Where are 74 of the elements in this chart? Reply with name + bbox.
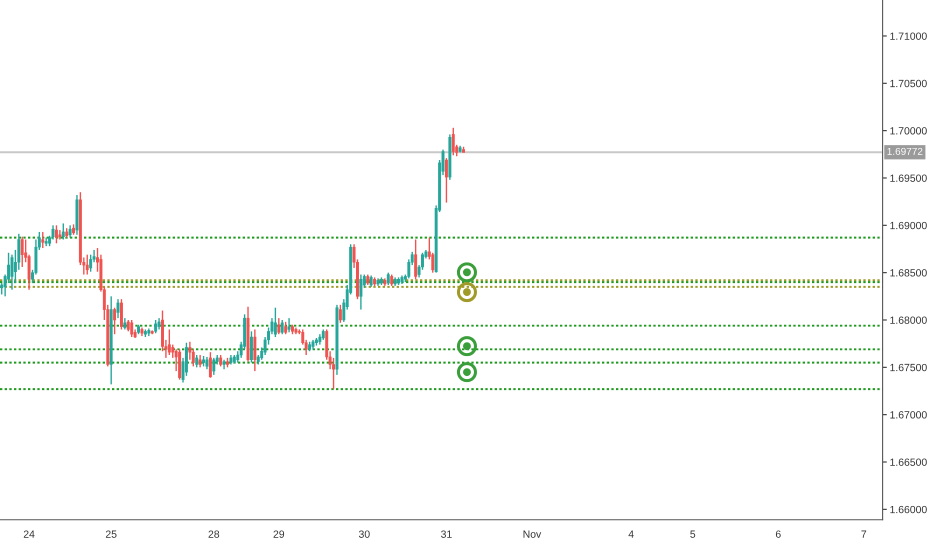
candlestick [168,328,171,356]
x-tick-label: 6 [776,530,781,538]
candlestick [284,321,288,335]
candlestick [89,254,92,272]
candlestick [54,224,58,244]
y-tick-label: 1.69500 [890,174,927,182]
candlestick [68,224,72,238]
candlestick [390,274,394,287]
candlestick [250,330,253,364]
candlestick [444,157,448,204]
candlestick [72,224,76,236]
x-tick-label: 28 [208,530,220,538]
x-tick-label: 30 [358,530,370,538]
x-tick-label: 4 [628,530,634,538]
y-tick-label: 1.68500 [890,269,927,277]
candlestick [274,306,277,338]
y-tick-label: 1.70500 [890,80,927,88]
candlestick [130,319,134,338]
candlestick [288,317,291,333]
y-tick-label: 1.70000 [890,127,927,135]
candlestick [20,236,24,268]
candlestick [291,324,294,335]
candlestick [277,317,280,335]
x-tick-label: 7 [861,530,866,538]
candlestick [154,319,158,334]
candlestick [366,274,370,286]
candlestick [338,304,342,324]
candlestick [322,328,325,341]
x-tick-label: 5 [690,530,696,538]
candlestick [359,274,362,310]
y-tick-label: 1.67500 [890,364,927,372]
ref-line-label: 1.69772 [888,148,922,155]
candlestick [113,306,116,335]
candlestick [195,354,198,368]
candlestick [219,354,222,368]
candlestick [120,298,123,330]
candlestick [198,354,202,368]
candlestick [414,238,418,280]
candlestick [253,328,256,372]
candlestick [452,127,455,156]
y-tick-label: 1.71000 [890,32,927,40]
candlestick [212,357,216,376]
candlestick [318,334,322,346]
candlestick [58,229,62,240]
candlestick [226,357,229,368]
x-tick-label: 31 [441,530,452,538]
y-tick-label: 1.67000 [890,411,927,419]
candlestick [137,324,140,335]
candlestick [312,339,314,350]
candlestick [280,319,284,335]
candlestick [116,298,120,319]
candlestick [229,354,232,366]
candlestick [62,222,65,240]
y-tick-label: 1.66000 [890,506,927,514]
candlestick [222,359,226,370]
candlestick [158,317,161,330]
candlestick [386,272,390,286]
candlestick [208,351,212,378]
candlestick [308,341,312,352]
candlestick [10,254,14,290]
y-tick-label: 1.66500 [890,458,927,466]
y-tick-label: 1.68000 [890,316,927,324]
candlestick [86,254,89,276]
x-tick-label: 25 [106,530,117,538]
candlestick [41,231,44,249]
candlestick [370,274,373,288]
candlestick [65,227,68,238]
y-tick-label: 1.69000 [890,222,927,230]
x-tick-label: 24 [24,530,35,538]
candlestick [205,356,208,370]
candlestick [123,317,126,330]
x-tick-label: 29 [274,530,284,538]
candlestick [202,355,206,368]
x-tick-label: Nov [524,530,542,538]
